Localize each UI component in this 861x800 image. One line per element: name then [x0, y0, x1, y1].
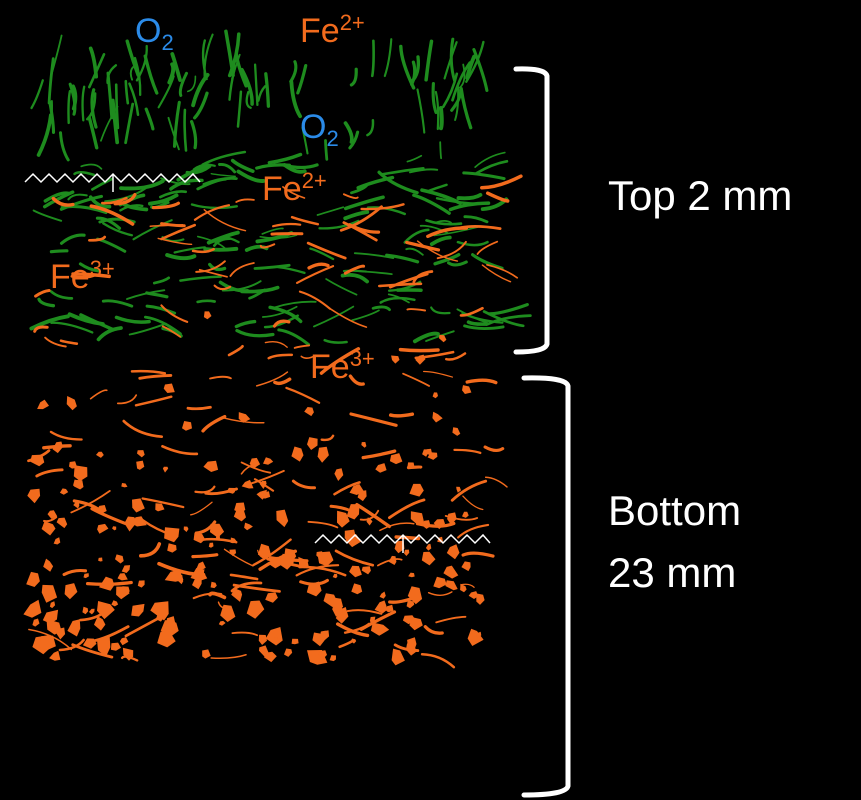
label-base: O [135, 12, 161, 50]
orange-filament [188, 407, 210, 408]
label-subscript: 2 [326, 126, 338, 151]
green-filament [372, 41, 373, 76]
label-subscript: 2 [161, 30, 173, 55]
green-filament [441, 108, 442, 128]
green-filament [198, 301, 215, 302]
orange-filament [401, 350, 439, 351]
bracket-label: Top 2 mm [608, 172, 792, 219]
green-filament [440, 142, 441, 158]
green-filament [51, 251, 67, 252]
label-base: O [300, 108, 326, 146]
label-base: Fe [50, 258, 90, 296]
green-filament [68, 91, 69, 123]
bracket-label: Bottom [608, 487, 741, 534]
green-filament [185, 110, 186, 151]
label-superscript: 3+ [90, 256, 115, 281]
orange-particle [292, 639, 299, 645]
label-base: Fe [300, 12, 340, 50]
label-base: Fe [262, 170, 302, 208]
label-superscript: 2+ [302, 168, 327, 193]
orange-filament [193, 555, 217, 557]
label-superscript: 3+ [350, 346, 375, 371]
label-superscript: 2+ [340, 10, 365, 35]
sediment-diagram: O2Fe2+O2Fe2+Fe3+Fe3+ Top 2 mmBottom23 mm [0, 0, 861, 800]
orange-filament [391, 414, 413, 416]
bracket-label: 23 mm [608, 549, 736, 596]
label-base: Fe [310, 348, 350, 386]
orange-particle [407, 462, 414, 468]
